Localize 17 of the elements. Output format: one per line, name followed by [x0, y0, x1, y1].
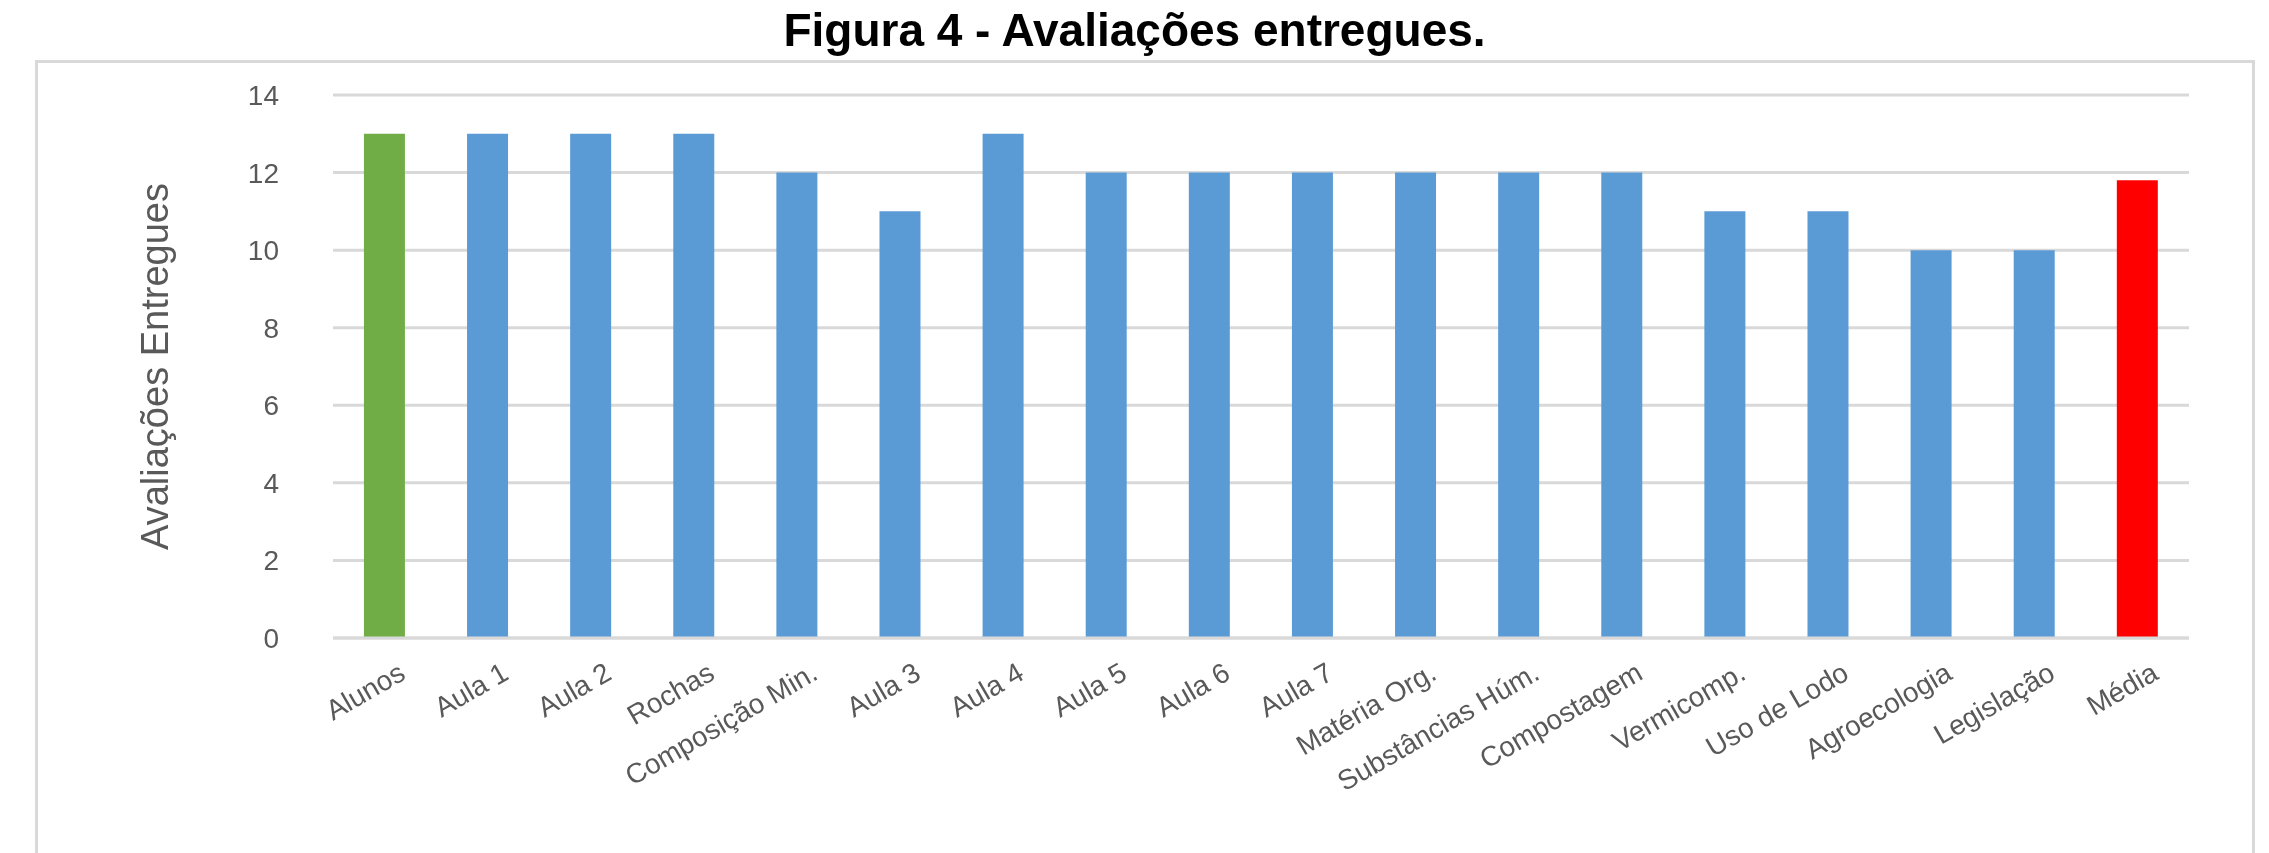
- y-tick-label: 2: [263, 545, 279, 577]
- x-tick-label: Aula 4: [944, 656, 1029, 724]
- x-tick-label: Aula 2: [532, 656, 617, 724]
- y-tick-label: 10: [247, 235, 279, 267]
- y-tick-label: 0: [263, 622, 279, 654]
- y-tick-label: 4: [263, 467, 279, 499]
- x-tick-label: Média: [2081, 656, 2164, 722]
- x-tick-label: Aula 5: [1047, 656, 1132, 724]
- x-tick-label: Aula 6: [1150, 656, 1235, 724]
- x-tick-label: Aula 3: [841, 656, 926, 724]
- chart-title: Figura 4 - Avaliações entregues.: [782, 4, 1487, 56]
- y-tick-label: 14: [247, 79, 279, 111]
- y-axis-title: Avaliações Entregues: [134, 183, 177, 550]
- x-tick-label: Aula 1: [428, 656, 514, 724]
- y-tick-label: 6: [263, 390, 279, 422]
- y-tick-label: 8: [263, 312, 279, 344]
- y-tick-label: 12: [247, 157, 279, 189]
